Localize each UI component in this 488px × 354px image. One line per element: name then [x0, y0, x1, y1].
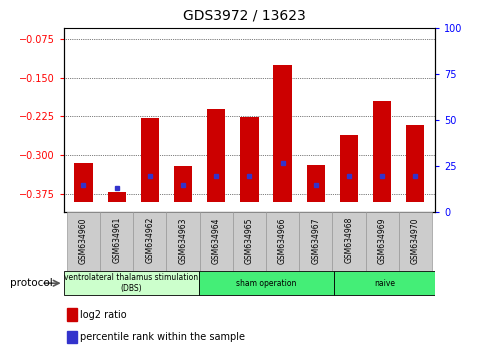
Bar	[372, 101, 390, 202]
Bar	[141, 118, 159, 202]
Bar	[74, 163, 92, 202]
Bar	[174, 166, 192, 202]
FancyBboxPatch shape	[398, 212, 431, 271]
Text: log2 ratio: log2 ratio	[80, 310, 127, 320]
Text: GSM634966: GSM634966	[278, 217, 286, 264]
FancyBboxPatch shape	[63, 271, 198, 295]
FancyBboxPatch shape	[299, 212, 332, 271]
Text: GSM634964: GSM634964	[211, 217, 220, 264]
Bar	[339, 135, 357, 202]
FancyBboxPatch shape	[133, 212, 166, 271]
Bar	[406, 125, 424, 202]
Text: GSM634963: GSM634963	[178, 217, 187, 264]
FancyBboxPatch shape	[365, 212, 398, 271]
FancyBboxPatch shape	[333, 271, 434, 295]
FancyBboxPatch shape	[265, 212, 299, 271]
Text: GSM634969: GSM634969	[377, 217, 386, 264]
Text: protocol: protocol	[10, 278, 52, 288]
Text: GSM634970: GSM634970	[410, 217, 419, 264]
FancyBboxPatch shape	[232, 212, 265, 271]
Bar	[306, 165, 324, 202]
FancyBboxPatch shape	[100, 212, 133, 271]
Bar	[107, 192, 125, 202]
Text: GSM634960: GSM634960	[79, 217, 88, 264]
FancyBboxPatch shape	[67, 212, 100, 271]
FancyBboxPatch shape	[166, 212, 199, 271]
Text: GSM634968: GSM634968	[344, 217, 353, 263]
Bar	[206, 109, 225, 202]
Text: GSM634961: GSM634961	[112, 217, 121, 263]
FancyBboxPatch shape	[332, 212, 365, 271]
Text: GSM634965: GSM634965	[244, 217, 253, 264]
Text: GSM634967: GSM634967	[311, 217, 320, 264]
Bar	[240, 117, 258, 202]
Text: ventrolateral thalamus stimulation
(DBS): ventrolateral thalamus stimulation (DBS)	[64, 274, 198, 293]
Text: sham operation: sham operation	[236, 279, 296, 288]
Bar	[67, 308, 77, 321]
Text: GDS3972 / 13623: GDS3972 / 13623	[183, 9, 305, 23]
FancyBboxPatch shape	[198, 271, 333, 295]
Text: naive: naive	[373, 279, 394, 288]
Text: GSM634962: GSM634962	[145, 217, 154, 263]
Bar	[67, 331, 77, 343]
Text: percentile rank within the sample: percentile rank within the sample	[80, 332, 245, 342]
FancyBboxPatch shape	[199, 212, 232, 271]
Bar	[273, 65, 291, 202]
